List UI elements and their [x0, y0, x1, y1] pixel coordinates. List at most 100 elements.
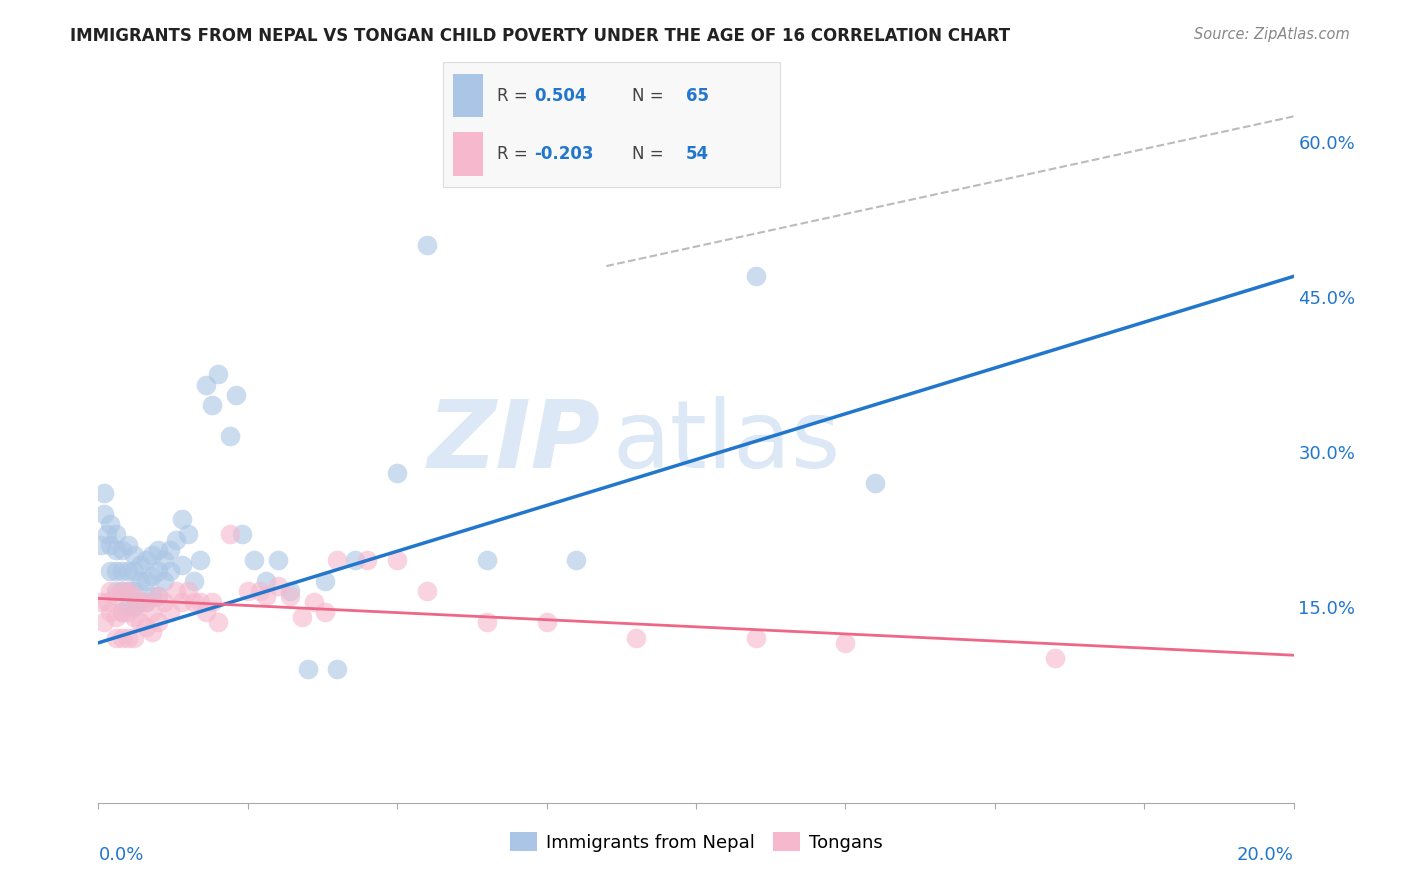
Point	[207, 615, 229, 630]
Point	[98, 584, 122, 599]
Point	[117, 631, 139, 645]
Point	[117, 538, 139, 552]
Text: atlas: atlas	[613, 395, 841, 488]
Point	[834, 636, 856, 650]
Point	[141, 548, 163, 562]
FancyBboxPatch shape	[453, 132, 484, 176]
Point	[207, 368, 229, 382]
Point	[96, 594, 118, 608]
Point	[278, 590, 301, 604]
Point	[129, 615, 152, 630]
Point	[356, 553, 378, 567]
Point	[129, 594, 152, 608]
Point	[148, 564, 170, 578]
Point	[117, 564, 139, 578]
Point	[141, 568, 163, 582]
Point	[201, 398, 224, 412]
Point	[315, 605, 337, 619]
Point	[105, 584, 128, 599]
Point	[201, 594, 224, 608]
Legend: Immigrants from Nepal, Tongans: Immigrants from Nepal, Tongans	[502, 825, 890, 859]
Point	[254, 574, 277, 588]
Point	[344, 553, 367, 567]
Point	[129, 574, 152, 588]
Point	[135, 574, 157, 588]
Text: R =: R =	[496, 145, 533, 163]
Point	[93, 486, 115, 500]
Point	[188, 594, 211, 608]
Point	[98, 538, 122, 552]
Point	[129, 594, 152, 608]
Point	[141, 625, 163, 640]
Point	[111, 605, 134, 619]
Point	[124, 599, 146, 614]
Point	[105, 631, 128, 645]
Point	[124, 590, 146, 604]
Point	[111, 584, 134, 599]
Point	[159, 605, 181, 619]
Point	[219, 429, 242, 443]
Point	[172, 512, 194, 526]
Point	[278, 584, 301, 599]
Point	[124, 584, 146, 599]
Text: R =: R =	[496, 87, 533, 104]
Point	[165, 584, 187, 599]
Point	[98, 605, 122, 619]
Point	[416, 238, 439, 252]
Point	[141, 590, 163, 604]
Point	[90, 538, 112, 552]
Point	[177, 584, 200, 599]
Point	[111, 542, 134, 557]
Point	[326, 662, 349, 676]
Point	[105, 610, 128, 624]
Point	[141, 605, 163, 619]
Point	[475, 553, 498, 567]
Point	[105, 564, 128, 578]
Point	[135, 620, 157, 634]
Point	[416, 584, 439, 599]
Point	[195, 605, 218, 619]
Text: N =: N =	[631, 145, 669, 163]
Point	[188, 553, 211, 567]
Text: N =: N =	[631, 87, 669, 104]
Text: 0.0%: 0.0%	[98, 847, 143, 864]
Point	[172, 558, 194, 573]
Point	[153, 594, 176, 608]
Point	[183, 594, 205, 608]
Point	[98, 517, 122, 532]
Point	[195, 377, 218, 392]
Point	[302, 594, 325, 608]
Point	[177, 527, 200, 541]
Point	[231, 527, 253, 541]
Point	[111, 605, 134, 619]
Point	[536, 615, 558, 630]
Point	[254, 590, 277, 604]
Point	[385, 466, 409, 480]
Point	[117, 584, 139, 599]
Point	[236, 584, 259, 599]
Text: 20.0%: 20.0%	[1237, 847, 1294, 864]
Text: -0.203: -0.203	[534, 145, 593, 163]
Point	[475, 615, 498, 630]
Point	[93, 615, 115, 630]
Point	[124, 610, 146, 624]
Point	[105, 542, 128, 557]
Point	[148, 590, 170, 604]
Point	[385, 553, 409, 567]
Point	[124, 631, 146, 645]
Point	[291, 610, 314, 624]
Text: Source: ZipAtlas.com: Source: ZipAtlas.com	[1194, 27, 1350, 42]
Point	[117, 584, 139, 599]
Point	[111, 631, 134, 645]
Point	[159, 542, 181, 557]
Text: 54: 54	[686, 145, 709, 163]
Point	[243, 553, 266, 567]
Text: 65: 65	[686, 87, 709, 104]
Point	[153, 574, 176, 588]
Point	[315, 574, 337, 588]
Point	[172, 594, 194, 608]
Point	[148, 542, 170, 557]
Point	[135, 594, 157, 608]
Point	[297, 662, 319, 676]
Point	[865, 475, 887, 490]
